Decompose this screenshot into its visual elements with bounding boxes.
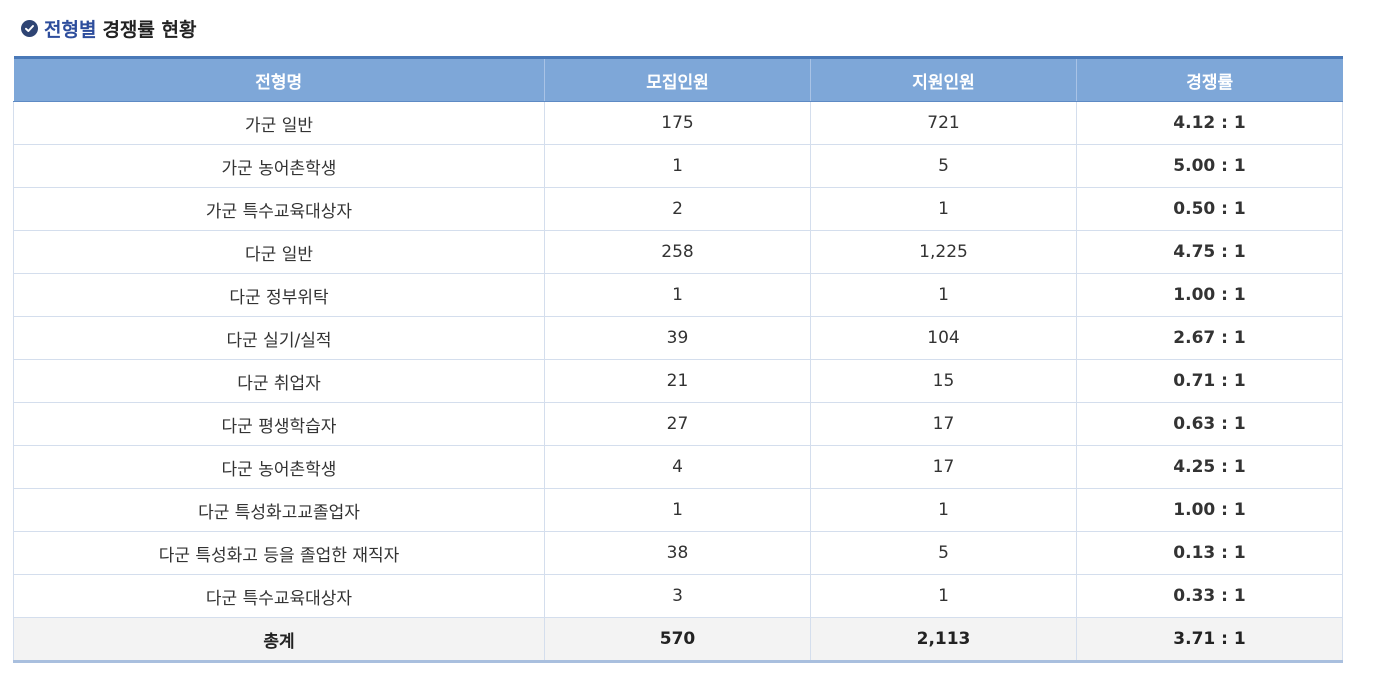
cell-quota: 38 xyxy=(544,531,811,575)
cell-quota: 2 xyxy=(544,187,811,231)
competition-rate-table: 전형명 모집인원 지원인원 경쟁률 가군 일반 175 721 4.12 : 1… xyxy=(13,56,1343,663)
table-row: 다군 농어촌학생 4 17 4.25 : 1 xyxy=(13,445,1343,489)
cell-applicants: 104 xyxy=(810,316,1077,360)
cell-total-ratio: 3.71 : 1 xyxy=(1076,617,1343,662)
cell-quota: 258 xyxy=(544,230,811,274)
header-applicants: 지원인원 xyxy=(810,57,1077,102)
cell-quota: 39 xyxy=(544,316,811,360)
cell-admission-type: 다군 취업자 xyxy=(13,359,545,403)
cell-applicants: 1 xyxy=(810,574,1077,618)
table-row: 다군 특성화고 등을 졸업한 재직자 38 5 0.13 : 1 xyxy=(13,531,1343,575)
cell-applicants: 17 xyxy=(810,402,1077,446)
cell-applicants: 1 xyxy=(810,273,1077,317)
table-row: 다군 특수교육대상자 3 1 0.33 : 1 xyxy=(13,574,1343,618)
cell-quota: 21 xyxy=(544,359,811,403)
cell-admission-type: 다군 특성화고교졸업자 xyxy=(13,488,545,532)
cell-quota: 27 xyxy=(544,402,811,446)
cell-admission-type: 다군 농어촌학생 xyxy=(13,445,545,489)
competition-table-wrapper: 전형명 모집인원 지원인원 경쟁률 가군 일반 175 721 4.12 : 1… xyxy=(13,56,1343,663)
table-row: 다군 특성화고교졸업자 1 1 1.00 : 1 xyxy=(13,488,1343,532)
cell-ratio: 0.71 : 1 xyxy=(1076,359,1343,403)
table-body: 가군 일반 175 721 4.12 : 1 가군 농어촌학생 1 5 5.00… xyxy=(13,101,1343,662)
cell-ratio: 0.13 : 1 xyxy=(1076,531,1343,575)
cell-ratio: 0.63 : 1 xyxy=(1076,402,1343,446)
cell-quota: 1 xyxy=(544,488,811,532)
cell-applicants: 1 xyxy=(810,488,1077,532)
cell-admission-type: 다군 일반 xyxy=(13,230,545,274)
cell-quota: 175 xyxy=(544,101,811,145)
cell-admission-type: 다군 특성화고 등을 졸업한 재직자 xyxy=(13,531,545,575)
cell-ratio: 2.67 : 1 xyxy=(1076,316,1343,360)
table-header-row: 전형명 모집인원 지원인원 경쟁률 xyxy=(13,57,1343,102)
cell-ratio: 4.12 : 1 xyxy=(1076,101,1343,145)
header-quota: 모집인원 xyxy=(544,57,811,102)
cell-total-quota: 570 xyxy=(544,617,811,662)
cell-total-label: 총계 xyxy=(13,617,545,662)
header-admission-type: 전형명 xyxy=(13,57,545,102)
cell-ratio: 5.00 : 1 xyxy=(1076,144,1343,188)
cell-applicants: 721 xyxy=(810,101,1077,145)
cell-admission-type: 다군 평생학습자 xyxy=(13,402,545,446)
header-ratio: 경쟁률 xyxy=(1076,57,1343,102)
cell-admission-type: 다군 실기/실적 xyxy=(13,316,545,360)
section-title: 전형별 경쟁률 현황 xyxy=(21,14,196,42)
cell-admission-type: 다군 특수교육대상자 xyxy=(13,574,545,618)
cell-ratio: 4.75 : 1 xyxy=(1076,230,1343,274)
check-circle-icon xyxy=(21,19,38,37)
cell-applicants: 5 xyxy=(810,144,1077,188)
cell-ratio: 4.25 : 1 xyxy=(1076,445,1343,489)
section-title-accent: 전형별 xyxy=(44,18,97,41)
cell-admission-type: 가군 특수교육대상자 xyxy=(13,187,545,231)
cell-applicants: 1 xyxy=(810,187,1077,231)
table-row: 다군 일반 258 1,225 4.75 : 1 xyxy=(13,230,1343,274)
table-row: 다군 정부위탁 1 1 1.00 : 1 xyxy=(13,273,1343,317)
cell-applicants: 15 xyxy=(810,359,1077,403)
cell-applicants: 17 xyxy=(810,445,1077,489)
cell-quota: 1 xyxy=(544,273,811,317)
section-title-rest: 경쟁률 현황 xyxy=(102,18,197,41)
cell-ratio: 0.50 : 1 xyxy=(1076,187,1343,231)
cell-quota: 1 xyxy=(544,144,811,188)
cell-admission-type: 다군 정부위탁 xyxy=(13,273,545,317)
cell-applicants: 5 xyxy=(810,531,1077,575)
cell-ratio: 0.33 : 1 xyxy=(1076,574,1343,618)
table-row: 가군 일반 175 721 4.12 : 1 xyxy=(13,101,1343,145)
cell-ratio: 1.00 : 1 xyxy=(1076,488,1343,532)
cell-total-applicants: 2,113 xyxy=(810,617,1077,662)
table-row: 다군 실기/실적 39 104 2.67 : 1 xyxy=(13,316,1343,360)
cell-admission-type: 가군 농어촌학생 xyxy=(13,144,545,188)
table-total-row: 총계 570 2,113 3.71 : 1 xyxy=(13,617,1343,662)
table-row: 가군 특수교육대상자 2 1 0.50 : 1 xyxy=(13,187,1343,231)
table-row: 가군 농어촌학생 1 5 5.00 : 1 xyxy=(13,144,1343,188)
cell-applicants: 1,225 xyxy=(810,230,1077,274)
table-row: 다군 취업자 21 15 0.71 : 1 xyxy=(13,359,1343,403)
cell-quota: 3 xyxy=(544,574,811,618)
cell-ratio: 1.00 : 1 xyxy=(1076,273,1343,317)
cell-quota: 4 xyxy=(544,445,811,489)
table-row: 다군 평생학습자 27 17 0.63 : 1 xyxy=(13,402,1343,446)
cell-admission-type: 가군 일반 xyxy=(13,101,545,145)
